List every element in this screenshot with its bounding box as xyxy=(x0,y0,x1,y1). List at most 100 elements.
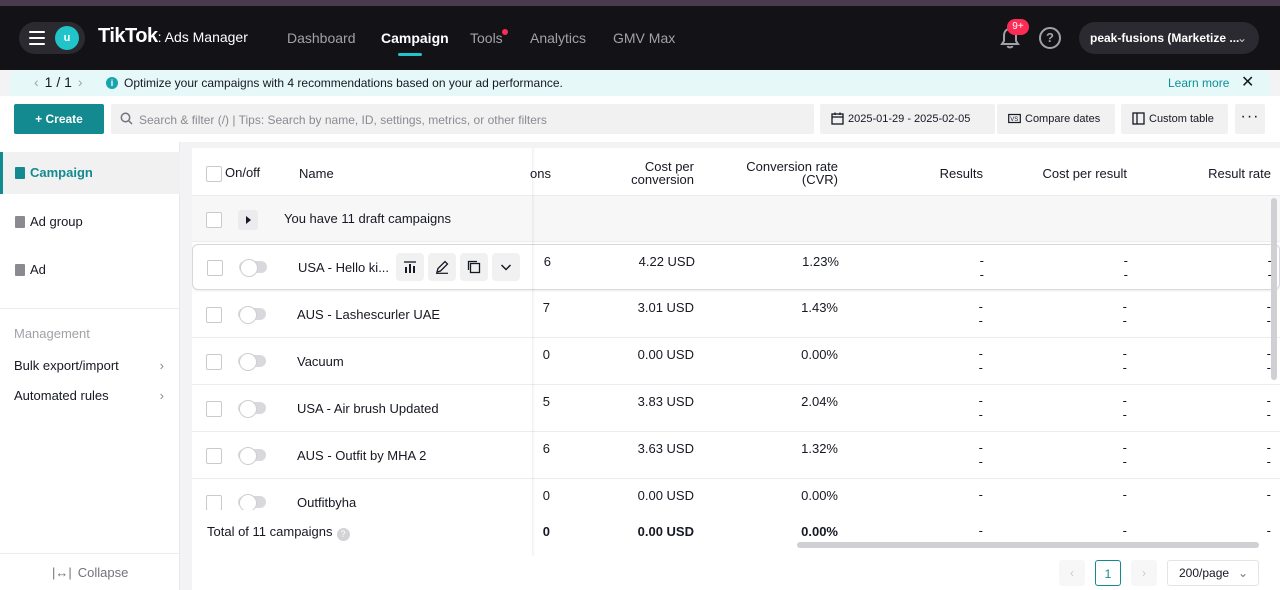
table-row[interactable]: AUS - Outfit by MHA 2 6 3.63 USD 1.32% -… xyxy=(192,433,1280,479)
cost-per-result-value: - xyxy=(1122,487,1127,502)
campaign-name[interactable]: USA - Air brush Updated xyxy=(297,401,439,416)
total-cost-per-result: - xyxy=(1122,523,1127,538)
help-icon[interactable]: ? xyxy=(1039,27,1061,49)
campaign-name[interactable]: AUS - Lashescurler UAE xyxy=(297,307,441,322)
results-sub-value: - xyxy=(978,360,983,375)
page-size-select[interactable]: 200/page ⌄ xyxy=(1167,560,1259,586)
result-rate-value: - xyxy=(1266,487,1271,502)
nav-gmv-max[interactable]: GMV Max xyxy=(613,30,676,46)
header-cvr-line1[interactable]: Conversion rate xyxy=(746,159,838,174)
pencil-icon xyxy=(436,260,449,274)
custom-table-button[interactable]: Custom table xyxy=(1121,104,1228,134)
sidebar-item-campaign[interactable]: Campaign xyxy=(0,152,180,194)
compare-icon: VS xyxy=(1008,113,1021,124)
view-data-button[interactable] xyxy=(396,253,424,281)
header-onoff[interactable]: On/off xyxy=(225,165,261,180)
search-input[interactable]: Search & filter (/) | Tips: Search by na… xyxy=(111,104,814,134)
row-checkbox[interactable] xyxy=(206,354,222,370)
nav-tools[interactable]: Tools xyxy=(470,30,503,46)
header-conversions[interactable]: ons xyxy=(530,166,551,181)
select-all-checkbox[interactable] xyxy=(206,166,222,182)
campaign-status-toggle[interactable] xyxy=(238,494,266,512)
header-cost-per-conversion-line1[interactable]: Cost per xyxy=(644,159,694,174)
compare-dates-button[interactable]: VS Compare dates xyxy=(997,104,1115,134)
more-options-button[interactable]: ··· xyxy=(1235,104,1265,134)
cost-per-conversion-value: 0.00 USD xyxy=(637,347,694,362)
campaign-status-toggle[interactable] xyxy=(239,259,267,277)
header-cost-per-conversion-line2[interactable]: conversion xyxy=(631,172,694,187)
management-heading: Management xyxy=(14,326,90,341)
more-actions-button[interactable] xyxy=(492,253,520,281)
next-page-button[interactable]: › xyxy=(1131,560,1157,586)
campaign-name[interactable]: Vacuum xyxy=(297,354,344,369)
duplicate-button[interactable] xyxy=(460,253,488,281)
table-row[interactable]: Vacuum 0 0.00 USD 0.00% - - - - - - xyxy=(192,339,1280,385)
account-selector[interactable]: peak-fusions (Marketize ... ⌄ xyxy=(1079,22,1259,54)
tiktok-ads-manager-logo[interactable]: TikTok: Ads Manager xyxy=(98,25,248,48)
bulk-export-import-link[interactable]: Bulk export/import › xyxy=(14,358,164,373)
vertical-scrollbar[interactable] xyxy=(1271,198,1277,380)
automated-rules-link[interactable]: Automated rules › xyxy=(14,388,164,403)
banner-prev-icon[interactable]: ‹ xyxy=(34,74,39,90)
conversions-value: 0 xyxy=(542,347,550,362)
frozen-column-shadow xyxy=(532,148,535,556)
date-range-picker[interactable]: 2025-01-29 - 2025-02-05 xyxy=(820,104,995,134)
row-checkbox[interactable] xyxy=(206,448,222,464)
edit-button[interactable] xyxy=(428,253,456,281)
nav-analytics[interactable]: Analytics xyxy=(530,30,587,46)
question-icon[interactable]: ? xyxy=(336,528,350,541)
table-row[interactable]: USA - Hello ki... 6 4.22 USD xyxy=(192,244,1280,290)
header-name[interactable]: Name xyxy=(299,166,334,181)
campaign-status-toggle[interactable] xyxy=(238,447,266,465)
ad-icon xyxy=(15,264,25,276)
header-cvr-line2[interactable]: (CVR) xyxy=(801,172,838,187)
campaign-name[interactable]: USA - Hello ki... xyxy=(298,260,390,275)
header-cost-per-result[interactable]: Cost per result xyxy=(1042,166,1127,181)
menu-button[interactable]: u xyxy=(19,22,85,54)
banner-pager: ‹ 1 / 1 › xyxy=(28,74,89,90)
create-button[interactable]: + Create xyxy=(14,104,104,134)
columns-icon xyxy=(1132,112,1145,125)
row-checkbox[interactable] xyxy=(206,495,222,511)
collapse-button[interactable]: |↔| Collapse xyxy=(52,565,128,580)
campaign-status-toggle[interactable] xyxy=(238,400,266,418)
sidebar-item-ad[interactable]: Ad xyxy=(0,249,180,291)
prev-page-button[interactable]: ‹ xyxy=(1059,560,1085,586)
banner-pager-text: 1 / 1 xyxy=(44,74,72,90)
banner-next-icon[interactable]: › xyxy=(77,74,83,90)
draft-campaigns-row[interactable]: You have 11 draft campaigns xyxy=(192,196,1280,242)
logo-sub: : Ads Manager xyxy=(157,29,248,45)
close-icon[interactable]: ✕ xyxy=(1241,74,1255,91)
campaign-name[interactable]: AUS - Outfit by MHA 2 xyxy=(297,448,427,463)
chevron-right-icon: › xyxy=(159,388,164,403)
horizontal-scrollbar[interactable] xyxy=(797,542,1259,548)
expand-icon[interactable] xyxy=(238,210,258,230)
results-sub-value: - xyxy=(978,454,983,469)
learn-more-link[interactable]: Learn more xyxy=(1168,76,1230,90)
svg-text:VS: VS xyxy=(1010,117,1018,123)
header-results[interactable]: Results xyxy=(939,166,983,181)
result-rate-sub-value: - xyxy=(1267,267,1272,282)
nav-campaign[interactable]: Campaign xyxy=(381,30,449,46)
row-checkbox[interactable] xyxy=(206,307,222,323)
campaign-name[interactable]: Outfitbyha xyxy=(297,495,357,510)
nav-dashboard[interactable]: Dashboard xyxy=(287,30,356,46)
sidebar-item-ad-group[interactable]: Ad group xyxy=(0,201,180,243)
header-result-rate[interactable]: Result rate xyxy=(1208,166,1271,181)
user-avatar: u xyxy=(55,26,79,50)
date-range-text: 2025-01-29 - 2025-02-05 xyxy=(848,113,971,125)
compare-dates-label: Compare dates xyxy=(1025,113,1101,125)
sidebar-item-label: Campaign xyxy=(30,165,93,180)
campaign-status-toggle[interactable] xyxy=(238,306,266,324)
row-checkbox[interactable] xyxy=(206,401,222,417)
campaign-status-toggle[interactable] xyxy=(238,353,266,371)
result-rate-sub-value: - xyxy=(1266,313,1271,328)
page-1-button[interactable]: 1 xyxy=(1095,560,1121,586)
top-navigation-bar: u TikTok: Ads Manager Dashboard Campaign… xyxy=(0,6,1280,70)
row-checkbox[interactable] xyxy=(206,212,222,228)
conversions-value: 7 xyxy=(542,300,550,315)
table-row[interactable]: USA - Air brush Updated 5 3.83 USD 2.04%… xyxy=(192,386,1280,432)
table-row[interactable]: AUS - Lashescurler UAE 7 3.01 USD 1.43% … xyxy=(192,292,1280,338)
custom-table-label: Custom table xyxy=(1149,113,1214,125)
row-checkbox[interactable] xyxy=(207,260,223,276)
